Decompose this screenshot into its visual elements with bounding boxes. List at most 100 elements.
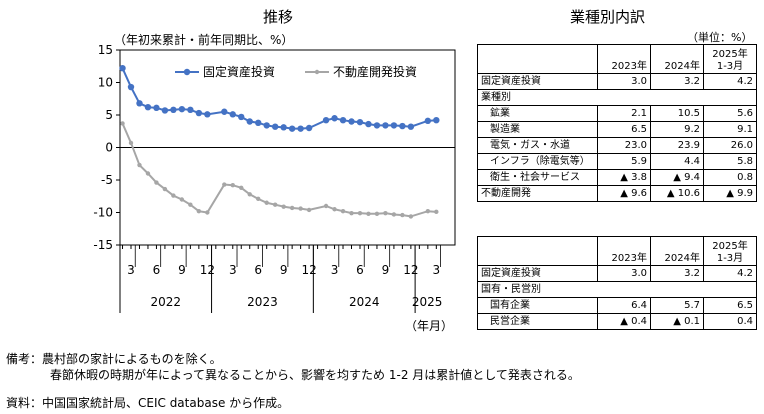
data-point — [373, 122, 381, 129]
row-label: 製造業 — [477, 121, 598, 138]
data-point — [205, 210, 210, 215]
row-label: 国有・民営別 — [477, 281, 757, 298]
x-month-label: 3 — [432, 263, 440, 277]
data-point — [322, 117, 330, 124]
table-header-cell — [477, 44, 598, 74]
table-row: 国有・民営別 — [477, 281, 757, 298]
data-point — [120, 121, 125, 126]
table-header-cell: 2024年 — [650, 236, 704, 266]
data-point — [365, 120, 372, 128]
data-point — [264, 200, 269, 205]
x-month-label: 6 — [356, 263, 364, 277]
y-tick-label: -10 — [93, 206, 113, 220]
industry-breakdown-table: 2023年 2024年 2025年 1-3月 固定資産投資 3.0 3.2 4.2 業種別 鉱業 2… — [477, 44, 757, 202]
data-point — [255, 119, 262, 127]
data-point — [187, 106, 194, 114]
table-row: 不動産開発 ▲ 9.6 ▲ 10.6 ▲ 9.9 — [477, 185, 757, 202]
data-point — [280, 124, 287, 131]
note-line-1: 備考：農村部の家計によるものを除く。 — [6, 352, 222, 366]
data-point — [145, 171, 151, 176]
data-point — [298, 206, 303, 211]
value-cell: 23.9 — [650, 137, 704, 154]
row-label: 鉱業 — [477, 105, 598, 122]
table-header-cell: 2025年 1-3月 — [703, 236, 757, 266]
data-point — [400, 212, 405, 218]
data-point — [178, 105, 186, 113]
row-label: 衛生・社会サービス — [477, 169, 598, 186]
data-point — [271, 123, 279, 130]
note-line-2: 春節休暇の時期が年によって異なることから、影響を均すため 1-2 月は累計値とし… — [50, 368, 580, 382]
data-point — [239, 185, 244, 190]
x-year-label: 2024 — [349, 295, 380, 309]
data-point — [349, 210, 354, 216]
y-tick-label: -15 — [93, 238, 113, 252]
x-month-label: 3 — [331, 263, 339, 277]
y-tick-label: 0 — [105, 141, 113, 155]
row-label: 電気・ガス・水道 — [477, 137, 598, 154]
value-cell: ▲ 9.9 — [703, 185, 757, 202]
x-month-label: 3 — [229, 263, 237, 277]
row-label: 不動産開発 — [477, 185, 598, 202]
value-cell: ▲ 10.6 — [650, 185, 704, 202]
data-point — [323, 203, 329, 209]
x-month-label: 12 — [403, 263, 418, 277]
row-label: 固定資産投資 — [477, 265, 598, 282]
data-point — [366, 211, 371, 216]
value-cell: ▲ 0.4 — [597, 313, 651, 330]
data-point — [128, 140, 134, 146]
table-row: 製造業 6.5 9.2 9.1 — [477, 121, 757, 138]
x-year-label: 2025 — [412, 295, 443, 309]
data-point — [119, 65, 126, 72]
data-point — [425, 209, 431, 214]
data-point — [136, 100, 143, 107]
chart-title: 推移 — [263, 8, 294, 26]
table-row: 固定資産投資 3.0 3.2 4.2 — [477, 73, 757, 90]
data-point — [162, 186, 168, 192]
data-point — [382, 122, 389, 129]
table-row: 電気・ガス・水道 23.0 23.9 26.0 — [477, 137, 757, 154]
value-cell: ▲ 3.8 — [597, 169, 651, 186]
data-point — [306, 207, 312, 213]
y-tick-label: -5 — [101, 173, 113, 187]
data-point — [144, 104, 152, 111]
data-point — [171, 193, 176, 198]
value-cell: 6.5 — [597, 121, 651, 138]
value-cell: 9.2 — [650, 121, 704, 138]
data-point — [357, 210, 363, 216]
data-point — [399, 122, 406, 130]
value-cell: 26.0 — [703, 137, 757, 154]
data-point — [170, 106, 177, 114]
x-month-label: 6 — [153, 263, 161, 277]
value-cell: 10.5 — [650, 105, 704, 122]
value-cell: 4.2 — [703, 265, 757, 282]
value-cell: 3.0 — [597, 265, 651, 282]
value-cell: 6.5 — [703, 297, 757, 314]
x-month-label: 6 — [254, 263, 262, 277]
data-point — [408, 214, 414, 219]
data-point — [356, 118, 364, 126]
y-tick-label: 5 — [105, 108, 113, 122]
x-month-label: 12 — [200, 263, 215, 277]
value-cell: 3.0 — [597, 73, 651, 90]
x-month-label: 3 — [127, 263, 135, 277]
value-cell: 3.2 — [650, 265, 704, 282]
table-row: 民営企業 ▲ 0.4 ▲ 0.1 0.4 — [477, 313, 757, 330]
table-header-cell: 2023年 — [597, 236, 651, 266]
data-point — [188, 202, 193, 207]
data-point — [195, 109, 203, 117]
table-row: 鉱業 2.1 10.5 5.6 — [477, 105, 757, 122]
table-header-cell: 2025年 1-3月 — [703, 44, 757, 74]
table-panel-title: 業種別内訳 — [570, 8, 646, 26]
value-cell: 4.2 — [703, 73, 757, 90]
data-point — [161, 107, 169, 114]
data-point — [222, 182, 227, 187]
data-point — [374, 211, 380, 216]
data-point — [297, 125, 304, 132]
value-cell: 5.7 — [650, 297, 704, 314]
data-point — [305, 124, 313, 132]
x-month-label: 12 — [301, 263, 316, 277]
data-point — [407, 123, 415, 130]
x-month-label: 9 — [382, 263, 390, 277]
data-point — [288, 125, 296, 132]
data-point — [339, 117, 347, 124]
